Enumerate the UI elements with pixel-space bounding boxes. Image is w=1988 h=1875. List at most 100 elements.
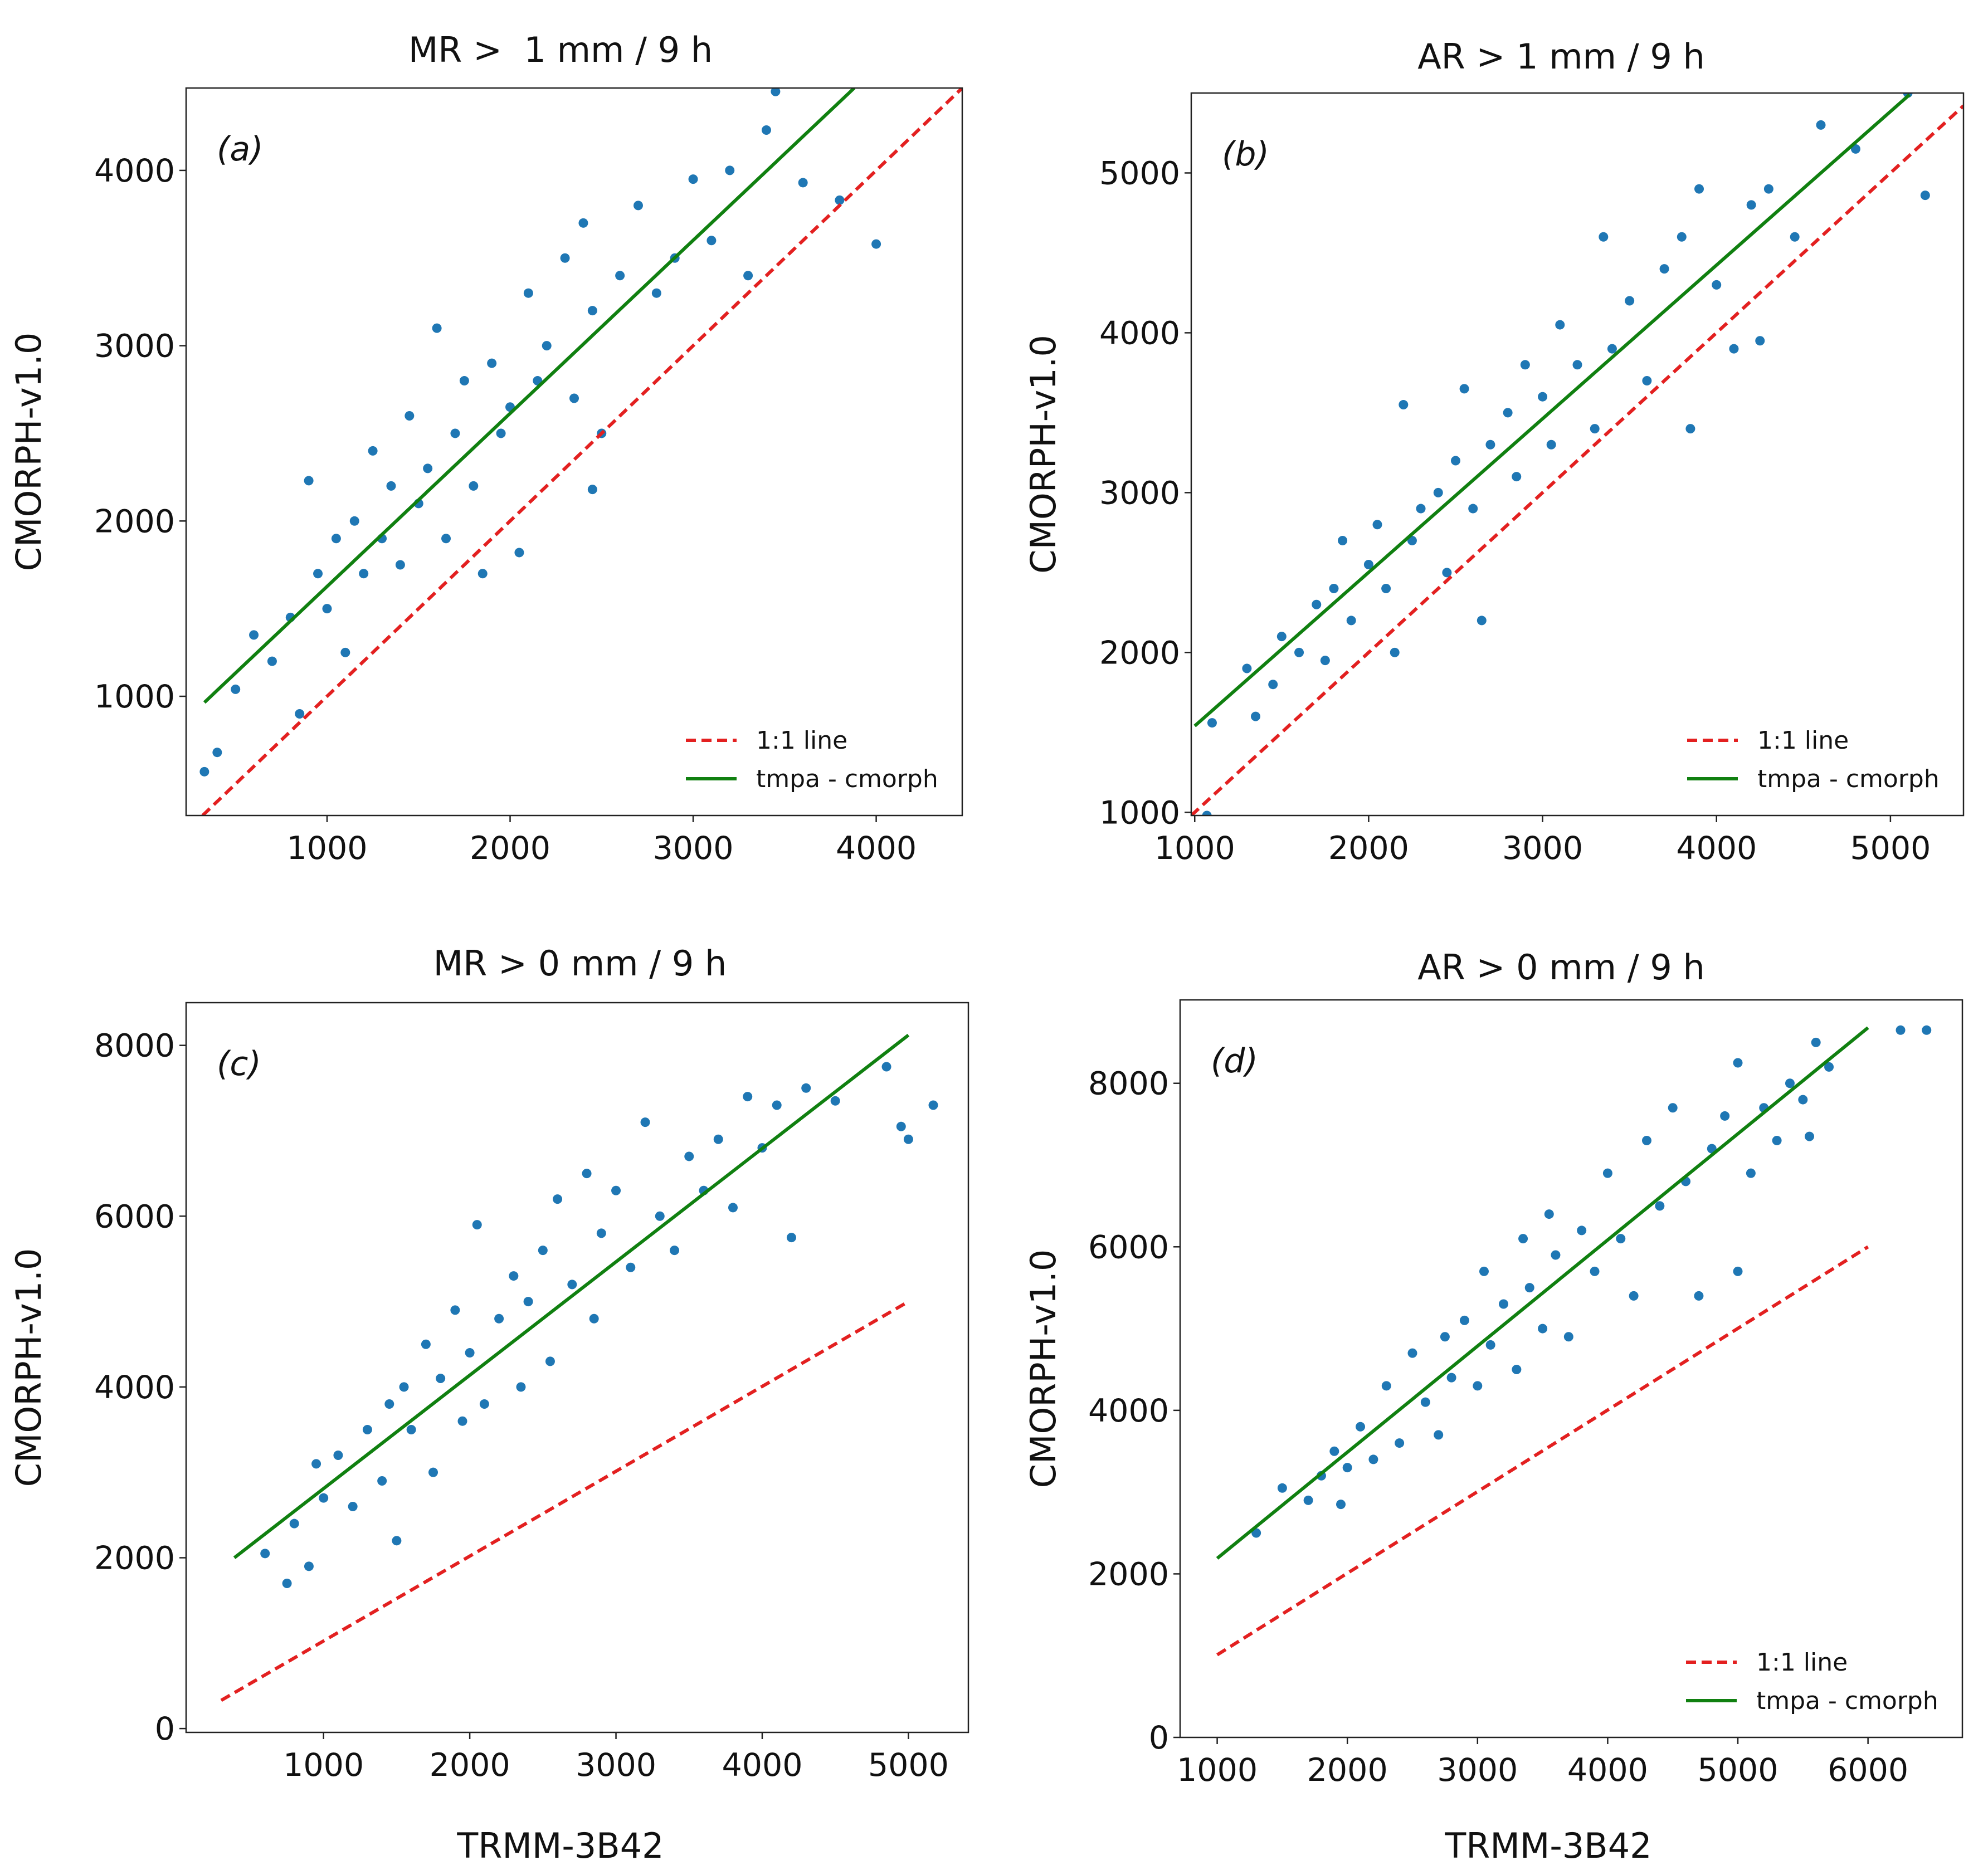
- point: [1512, 472, 1522, 482]
- point: [1338, 535, 1348, 545]
- plot-area: [1191, 93, 1963, 816]
- x-tick-label: 6000: [1828, 1752, 1908, 1789]
- point: [1805, 1131, 1815, 1141]
- point: [1356, 1422, 1366, 1432]
- point: [1433, 487, 1443, 497]
- point: [231, 684, 241, 694]
- point: [1372, 520, 1382, 530]
- fit-line: [1191, 104, 1963, 816]
- point: [487, 358, 497, 368]
- point: [1720, 1111, 1730, 1121]
- point: [477, 569, 488, 579]
- point: [1342, 1463, 1352, 1473]
- point: [1368, 1454, 1378, 1464]
- plot-frame: [185, 87, 963, 817]
- point: [896, 1121, 906, 1131]
- point: [322, 604, 332, 614]
- point: [1555, 320, 1565, 330]
- point: [589, 1314, 599, 1324]
- point: [903, 1134, 913, 1144]
- point: [1459, 384, 1469, 394]
- panel-label: (d): [1211, 1042, 1258, 1081]
- point: [1251, 1528, 1261, 1538]
- point: [1577, 1225, 1587, 1236]
- point: [871, 239, 881, 249]
- point: [1346, 616, 1356, 626]
- point: [1790, 232, 1800, 242]
- point: [1655, 1201, 1665, 1211]
- point: [1485, 1340, 1495, 1350]
- plot-frame: [1179, 999, 1963, 1739]
- point: [465, 1348, 475, 1358]
- point: [611, 1185, 621, 1195]
- point: [670, 1246, 680, 1256]
- legend-label: 1:1 line: [1757, 726, 1849, 755]
- point: [545, 1356, 555, 1366]
- y-tick-label: 6000: [1088, 1229, 1169, 1266]
- point: [1446, 1373, 1456, 1383]
- point: [1399, 400, 1409, 410]
- point: [1922, 1025, 1932, 1035]
- point: [1824, 1062, 1834, 1072]
- point: [743, 1092, 753, 1102]
- y-axis-label: CMORPH-v1.0: [1023, 335, 1064, 574]
- point: [1733, 1266, 1743, 1276]
- plot-area: [1216, 1025, 1932, 1657]
- point: [1242, 663, 1252, 673]
- point: [835, 195, 845, 205]
- fit-line: [220, 1300, 909, 1702]
- point: [761, 125, 771, 135]
- point: [1416, 504, 1426, 514]
- x-tick-label: 2000: [1328, 830, 1409, 867]
- point: [359, 569, 369, 579]
- point: [1668, 1103, 1678, 1113]
- fit-line: [201, 88, 962, 816]
- x-tick-label: 4000: [1676, 830, 1757, 867]
- x-tick-label: 3000: [1502, 830, 1583, 867]
- fit-line: [233, 1033, 910, 1559]
- x-tick-label: 5000: [1697, 1752, 1778, 1789]
- point: [1733, 1058, 1743, 1068]
- point: [1512, 1364, 1522, 1374]
- point: [459, 376, 469, 386]
- point: [1763, 184, 1773, 194]
- y-tick-label: 8000: [1088, 1066, 1169, 1102]
- point: [450, 428, 460, 438]
- point: [1729, 344, 1739, 354]
- point: [1473, 1381, 1483, 1391]
- point: [1642, 376, 1652, 386]
- point: [928, 1100, 938, 1110]
- y-tick-label: 3000: [94, 328, 175, 365]
- point: [1520, 360, 1530, 370]
- plot-frame: [185, 1002, 969, 1734]
- point: [1538, 1324, 1548, 1334]
- x-tick-label: 5000: [868, 1747, 949, 1784]
- chart-title: MR > 1 mm / 9 h: [408, 30, 713, 70]
- point: [1251, 711, 1260, 721]
- point: [514, 548, 524, 558]
- point: [1518, 1234, 1528, 1244]
- point: [523, 288, 533, 298]
- point: [633, 201, 643, 211]
- point: [1712, 280, 1722, 290]
- x-tick-label: 2000: [430, 1747, 510, 1784]
- point: [569, 393, 579, 403]
- point: [1329, 584, 1339, 594]
- point: [212, 748, 222, 758]
- point: [1755, 336, 1765, 346]
- point: [1785, 1078, 1795, 1088]
- point: [728, 1203, 738, 1213]
- y-tick-label: 2000: [94, 1540, 175, 1576]
- x-tick-label: 4000: [1567, 1752, 1648, 1789]
- y-tick-label: 8000: [94, 1028, 175, 1065]
- point: [523, 1297, 533, 1307]
- point: [1694, 184, 1704, 194]
- point: [1546, 440, 1556, 450]
- y-tick-label: 4000: [1099, 315, 1180, 351]
- point: [1677, 232, 1687, 242]
- point: [560, 253, 570, 263]
- point: [1381, 584, 1391, 594]
- y-tick-label: 1000: [1099, 794, 1180, 831]
- legend-label: tmpa - cmorph: [1757, 765, 1940, 793]
- y-axis-label: CMORPH-v1.0: [1023, 1249, 1064, 1488]
